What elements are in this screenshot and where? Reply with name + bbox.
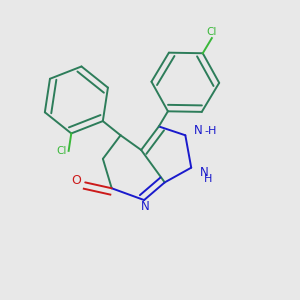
Text: Cl: Cl: [207, 27, 217, 37]
Text: N: N: [200, 166, 209, 178]
Text: N: N: [194, 124, 203, 137]
Text: N: N: [141, 200, 150, 213]
Text: O: O: [71, 174, 81, 188]
Text: -H: -H: [204, 126, 217, 136]
Text: Cl: Cl: [56, 146, 67, 156]
Text: H: H: [204, 174, 212, 184]
